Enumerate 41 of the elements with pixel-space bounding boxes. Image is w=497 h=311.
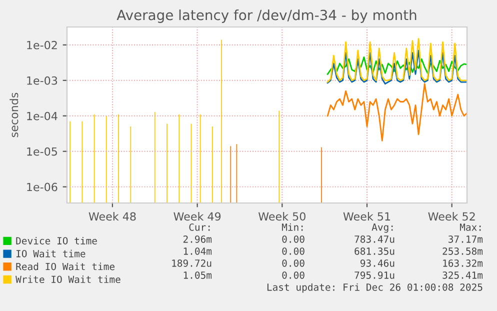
text: 681.35u <box>354 247 394 255</box>
line-series <box>326 38 467 83</box>
y-tick-label: 1e-03 <box>27 76 58 85</box>
y-tick-label: 1e-02 <box>27 40 57 50</box>
y-tick-label: 1e-04 <box>27 112 58 120</box>
y-tick-label: 1e-06 <box>27 182 58 192</box>
text: 783.47u <box>354 235 394 243</box>
line-series <box>326 50 467 85</box>
text: 1.05m <box>184 271 212 279</box>
line-series <box>326 83 467 142</box>
text: 2.96m <box>183 235 212 243</box>
text: 0.00 <box>282 235 304 243</box>
x-tick-label: Week 52 <box>428 212 475 221</box>
chart-title: Average latency for /dev/dm-34 - by month <box>116 10 416 23</box>
text: Last update: Fri Dec 26 01:00:08 2025 <box>267 283 482 293</box>
text: Avg: <box>372 224 393 233</box>
y-tick-label: 1e-05 <box>27 147 57 156</box>
legend-label: Read IO Wait time <box>16 262 114 270</box>
text: 93.46u <box>360 259 394 267</box>
legend-label: Write IO Wait time <box>16 276 120 284</box>
legend-label: Device IO time <box>16 236 97 244</box>
text: Cur: <box>189 223 210 231</box>
text: 37.17m <box>448 235 483 243</box>
x-tick-label: Week 51 <box>343 212 390 221</box>
text: Min: <box>282 223 303 231</box>
legend-label: IO Wait time <box>16 250 86 258</box>
text: 325.41m <box>442 271 483 279</box>
text: 253.58m <box>442 247 483 255</box>
text: 0.00 <box>282 259 304 267</box>
text: 189.72u <box>172 259 212 267</box>
x-tick-label: Week 48 <box>88 212 136 221</box>
x-tick-label: Week 50 <box>258 212 306 221</box>
text: 795.91u <box>354 271 394 279</box>
text: Max: <box>460 224 481 231</box>
line-series <box>326 56 467 75</box>
x-tick-label: Week 49 <box>174 212 221 221</box>
text: 0.00 <box>282 271 304 279</box>
text: 0.00 <box>282 247 304 255</box>
y-axis-title: seconds <box>10 92 18 138</box>
text: 1.04m <box>184 247 212 255</box>
text: 163.32m <box>443 259 483 267</box>
